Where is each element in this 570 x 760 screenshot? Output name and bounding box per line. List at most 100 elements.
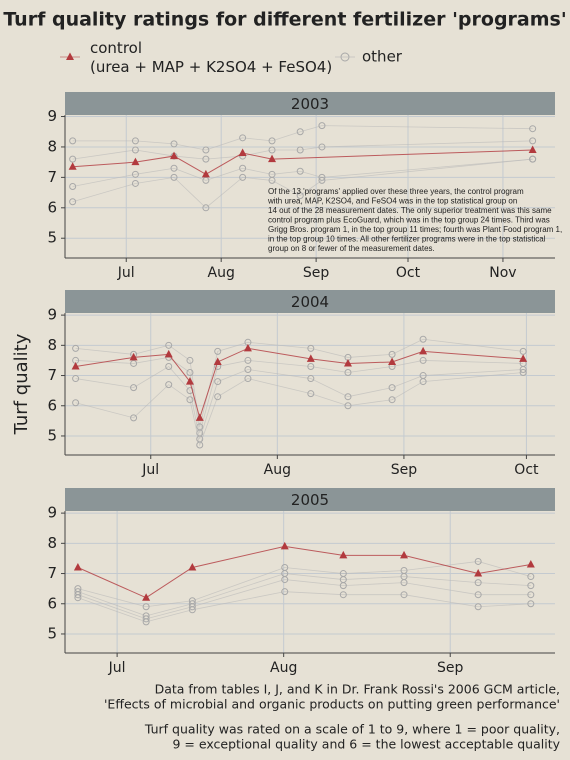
panel-strip [65,488,555,511]
x-tick-label: Sep [303,265,330,281]
other-marker [307,375,315,383]
control-marker [268,154,277,163]
y-tick-label: 7 [47,366,57,384]
x-tick-label: Aug [270,660,297,676]
other-marker [307,362,315,370]
x-tick-label: Jul [141,462,159,478]
other-marker [529,137,537,145]
control-marker [280,541,289,550]
x-tick-label: Jul [117,265,135,281]
control-marker [131,157,140,166]
control-marker [142,593,151,601]
x-tick-label: Sep [391,462,418,478]
other-marker [344,393,352,401]
panel-strip [65,290,555,313]
other-line [75,365,524,440]
other-marker [474,591,482,599]
other-marker [307,390,315,398]
other-marker [400,579,408,587]
other-marker [165,362,173,370]
control-marker [474,569,483,577]
y-tick-label: 6 [47,396,57,414]
control-marker [519,354,528,362]
x-tick-label: Jul [108,660,126,676]
control-marker [71,361,80,370]
caption: 'Effects of microbial and organic produc… [104,697,560,712]
other-marker [419,335,427,343]
other-marker [72,375,80,383]
other-marker [214,393,222,401]
other-marker [165,341,173,349]
other-marker [186,387,194,395]
other-marker [72,344,80,352]
control-marker [526,559,535,568]
control-marker [238,148,247,157]
caption: Turf quality was rated on a scale of 1 t… [144,722,560,737]
other-line [75,338,524,427]
control-marker [170,151,179,160]
x-tick-label: Oct [396,265,421,281]
other-marker [202,146,210,154]
control-marker [243,343,252,352]
chart-title: Turf quality ratings for different ferti… [3,9,566,31]
caption: 9 = exceptional quality and 6 = the lowe… [173,737,561,752]
other-marker [202,204,210,212]
other-line [72,158,533,187]
other-marker [165,381,173,389]
other-marker [339,591,347,599]
other-marker [214,347,222,355]
other-marker [130,414,138,422]
other-marker [131,179,139,187]
other-line [72,158,533,209]
panel-strip [65,92,555,115]
caption: Data from tables I, J, and K in Dr. Fran… [155,682,560,697]
legend-marker [66,52,74,60]
other-marker [188,606,196,614]
other-marker [69,183,77,190]
other-marker [400,591,408,599]
other-marker [318,143,326,151]
other-line [72,125,533,151]
other-marker [296,128,304,136]
y-axis-label: Turf quality [11,333,32,435]
other-marker [69,198,77,206]
other-marker [170,140,178,148]
other-marker [529,125,537,133]
x-tick-label: Sep [437,660,464,676]
other-marker [186,356,194,364]
control-marker [73,562,82,571]
other-marker [244,375,252,383]
other-marker [239,164,247,172]
other-marker [529,155,537,163]
other-marker [268,146,276,154]
other-marker [519,347,527,355]
other-line [77,579,531,620]
control-marker [185,377,194,385]
annotation: 14 out of the 28 measurement dates. The … [268,206,552,215]
other-marker [527,582,535,590]
other-marker [318,122,326,130]
other-marker [186,396,194,404]
other-marker [388,350,396,358]
annotation: Grigg Bros. program 1, in the top group … [268,225,562,234]
control-marker [419,346,428,355]
control-marker [388,357,397,365]
other-line [77,561,531,608]
y-tick-label: 7 [47,564,57,582]
other-marker [419,356,427,364]
control-marker [306,354,315,362]
control-marker [201,169,210,178]
other-marker [130,384,138,392]
y-tick-label: 9 [47,107,57,125]
other-marker [244,365,252,373]
other-marker [339,582,347,590]
y-tick-label: 8 [47,137,57,155]
control-marker [164,349,173,358]
other-marker [344,369,352,377]
y-tick-label: 9 [47,504,57,522]
other-marker [268,137,276,145]
other-marker [239,134,247,142]
other-marker [318,176,326,184]
other-marker [527,591,535,599]
